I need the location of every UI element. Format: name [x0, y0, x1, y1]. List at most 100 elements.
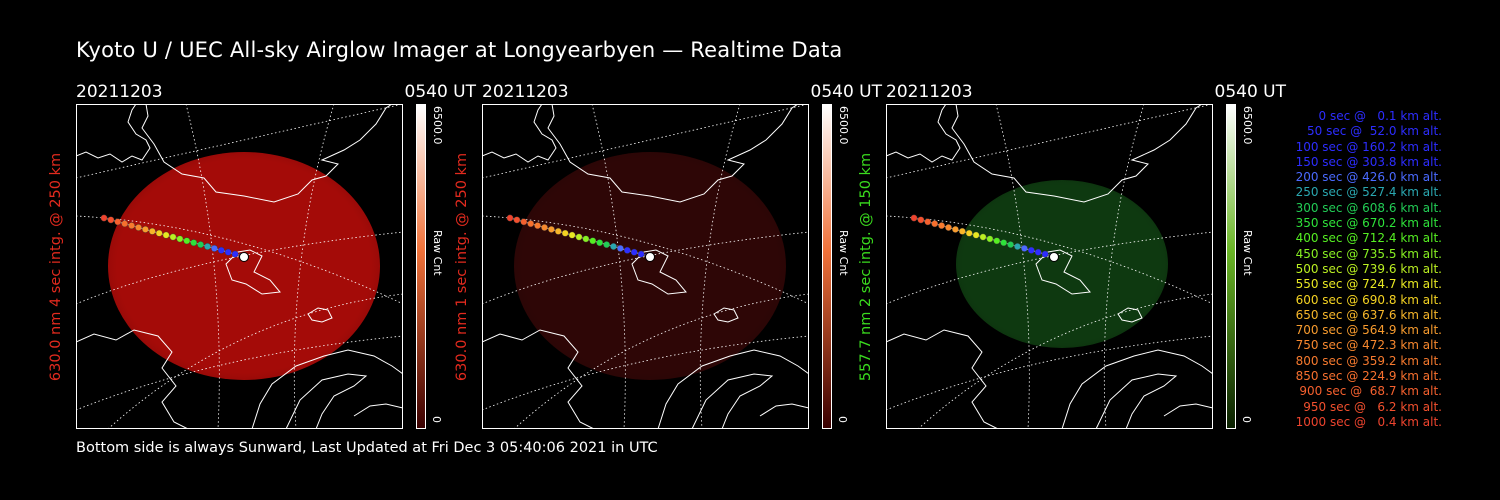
trajectory-point: [169, 233, 177, 241]
trajectory-point: [176, 235, 184, 243]
trajectory-point: [993, 237, 1001, 245]
wavelength-label: 630.0 nm 1 sec intg. @ 250 km: [454, 152, 470, 381]
legend-row: 850 sec @ 224.9 km alt.: [1295, 369, 1442, 384]
trajectory-point: [596, 239, 604, 247]
color-bar: [822, 104, 832, 429]
trajectory-point: [986, 235, 994, 243]
trajectory-point: [506, 214, 514, 222]
panel-time: 0540 UT: [810, 82, 883, 102]
trajectory-point: [979, 233, 987, 241]
trajectory-point: [958, 227, 966, 235]
legend-row: 700 sec @ 564.9 km alt.: [1295, 323, 1442, 338]
trajectory-point: [114, 218, 122, 226]
airglow-image: [108, 152, 380, 380]
coastline: [76, 104, 403, 429]
coastline: [482, 104, 809, 429]
trajectory-point: [945, 224, 952, 231]
panel-date: 20211203: [76, 82, 163, 102]
legend-row: 550 sec @ 724.7 km alt.: [1295, 277, 1442, 292]
legend-row: 500 sec @ 739.6 km alt.: [1295, 261, 1442, 276]
trajectory-point: [630, 248, 638, 256]
legend-row: 450 sec @ 735.5 km alt.: [1295, 246, 1442, 261]
airglow-image: [956, 180, 1168, 348]
trajectory-point: [972, 231, 980, 239]
trajectory-point: [561, 229, 569, 237]
trajectory-point: [128, 222, 135, 230]
graticule: [482, 104, 809, 429]
trajectory-point: [107, 216, 115, 224]
trajectory-point: [224, 248, 232, 256]
panel-date: 20211203: [482, 82, 569, 102]
trajectory-point: [135, 224, 142, 231]
color-bar: [1226, 104, 1236, 429]
trajectory-point: [917, 216, 925, 224]
legend-row: 300 sec @ 608.6 km alt.: [1295, 200, 1442, 215]
wavelength-label: 630.0 nm 4 sec intg. @ 250 km: [48, 152, 64, 381]
coastline: [886, 104, 1213, 429]
all-sky-map: [482, 104, 809, 429]
trajectory-point: [204, 243, 211, 250]
graticule: [886, 104, 1213, 429]
trajectory-point: [952, 226, 959, 233]
trajectory-point: [924, 218, 932, 226]
graticule: [76, 104, 403, 429]
trajectory-point: [575, 233, 583, 241]
trajectory-point: [513, 216, 521, 224]
trajectory-point: [148, 227, 156, 235]
trajectory-point: [616, 244, 624, 252]
legend-row: 900 sec @ 68.7 km alt.: [1299, 384, 1442, 399]
legend-row: 650 sec @ 637.6 km alt.: [1295, 307, 1442, 322]
trajectory-point: [121, 220, 129, 228]
trajectory-point: [548, 226, 555, 233]
trajectory-point: [965, 229, 973, 237]
image-panel-3: 20211203 0540 UT 557.7 nm 2 sec intg. @ …: [858, 80, 1287, 430]
trajectory-point: [568, 231, 576, 239]
panel-time: 0540 UT: [404, 82, 477, 102]
trajectory-point: [527, 220, 535, 228]
trajectory-point: [1041, 250, 1049, 258]
trajectory-point: [589, 237, 597, 245]
trajectory-point: [1007, 241, 1015, 249]
legend-row: 750 sec @ 472.3 km alt.: [1295, 338, 1442, 353]
trajectory-point: [603, 241, 611, 249]
trajectory-point: [534, 222, 541, 230]
trajectory-point: [910, 214, 918, 222]
legend-row: 800 sec @ 359.2 km alt.: [1295, 353, 1442, 368]
trajectory-point: [190, 239, 198, 247]
all-sky-map: [76, 104, 403, 429]
trajectory-point: [231, 250, 239, 258]
trajectory-point: [210, 244, 218, 252]
image-panel-2: 20211203 0540 UT 630.0 nm 1 sec intg. @ …: [454, 80, 883, 430]
trajectory-point: [100, 214, 108, 222]
panel-time: 0540 UT: [1214, 82, 1287, 102]
airglow-image: [514, 152, 786, 380]
trajectory-point: [162, 231, 170, 239]
trajectory-point: [582, 235, 590, 243]
trajectory-point: [217, 246, 225, 254]
all-sky-map: [886, 104, 1213, 429]
image-panel-1: 20211203 0540 UT 630.0 nm 4 sec intg. @ …: [48, 80, 477, 430]
trajectory-point: [1034, 248, 1042, 256]
trajectory-point: [520, 218, 528, 226]
station-marker: [645, 252, 655, 262]
color-bar: [416, 104, 426, 429]
footer-status: Bottom side is always Sunward, Last Upda…: [76, 440, 658, 456]
legend-row: 1000 sec @ 0.4 km alt.: [1295, 414, 1442, 429]
station-marker: [1049, 252, 1059, 262]
trajectory-point: [554, 227, 562, 235]
trajectory-point: [155, 229, 163, 237]
legend-row: 50 sec @ 52.0 km alt.: [1303, 124, 1442, 139]
altitude-legend: 0 sec @ 0.1 km alt. 50 sec @ 52.0 km alt…: [1256, 109, 1442, 430]
trajectory-point: [142, 226, 149, 233]
trajectory-point: [1014, 243, 1021, 250]
trajectory-point: [637, 250, 645, 258]
legend-row: 400 sec @ 712.4 km alt.: [1295, 231, 1442, 246]
trajectory-point: [938, 222, 945, 230]
trajectory-point: [1000, 239, 1008, 247]
legend-row: 200 sec @ 426.0 km alt.: [1295, 170, 1442, 185]
wavelength-label: 557.7 nm 2 sec intg. @ 150 km: [858, 152, 874, 381]
legend-row: 0 sec @ 0.1 km alt.: [1310, 109, 1442, 123]
legend-row: 100 sec @ 160.2 km alt.: [1295, 139, 1442, 154]
legend-row: 600 sec @ 690.8 km alt.: [1295, 292, 1442, 307]
trajectory-point: [931, 220, 939, 228]
